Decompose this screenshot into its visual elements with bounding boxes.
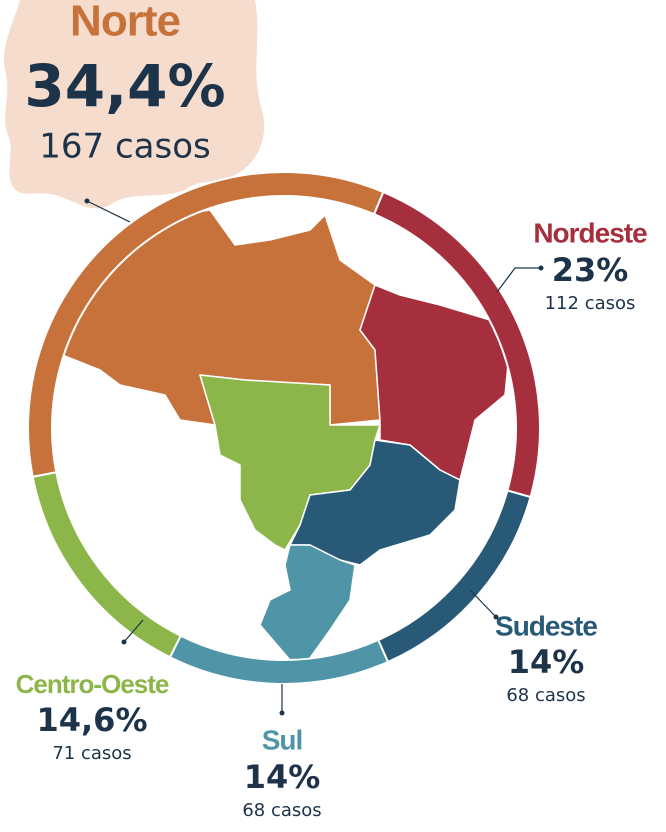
leader-line	[469, 589, 497, 618]
region-name: Sul	[262, 724, 303, 755]
region-name: Norte	[70, 0, 180, 46]
donut-segment	[31, 471, 183, 659]
region-cases: 68 casos	[242, 800, 321, 821]
region-percent: 14%	[244, 758, 321, 796]
region-cases: 71 casos	[52, 743, 131, 764]
region-percent: 34,4%	[24, 52, 225, 120]
region-cases: 112 casos	[545, 293, 636, 314]
leader-dot	[121, 639, 127, 645]
leader-dot	[279, 710, 285, 716]
region-percent: 14,6%	[36, 701, 147, 739]
leader-line	[86, 200, 131, 223]
leader-line	[496, 267, 541, 293]
leader-dot	[538, 265, 544, 271]
region-name: Nordeste	[533, 217, 647, 248]
leader-dot	[493, 614, 499, 620]
region-name: Centro-Oeste	[16, 669, 169, 699]
region-cases: 68 casos	[506, 685, 585, 706]
region-cases: 167 casos	[39, 127, 210, 167]
background-blob	[3, 0, 265, 209]
leader-line	[123, 619, 144, 643]
region-percent: 14%	[508, 643, 585, 681]
region-sudeste	[289, 439, 461, 566]
leader-dot	[84, 198, 90, 204]
region-percent: 23%	[552, 251, 629, 289]
region-sul	[259, 544, 356, 666]
region-name: Sudeste	[495, 610, 597, 641]
